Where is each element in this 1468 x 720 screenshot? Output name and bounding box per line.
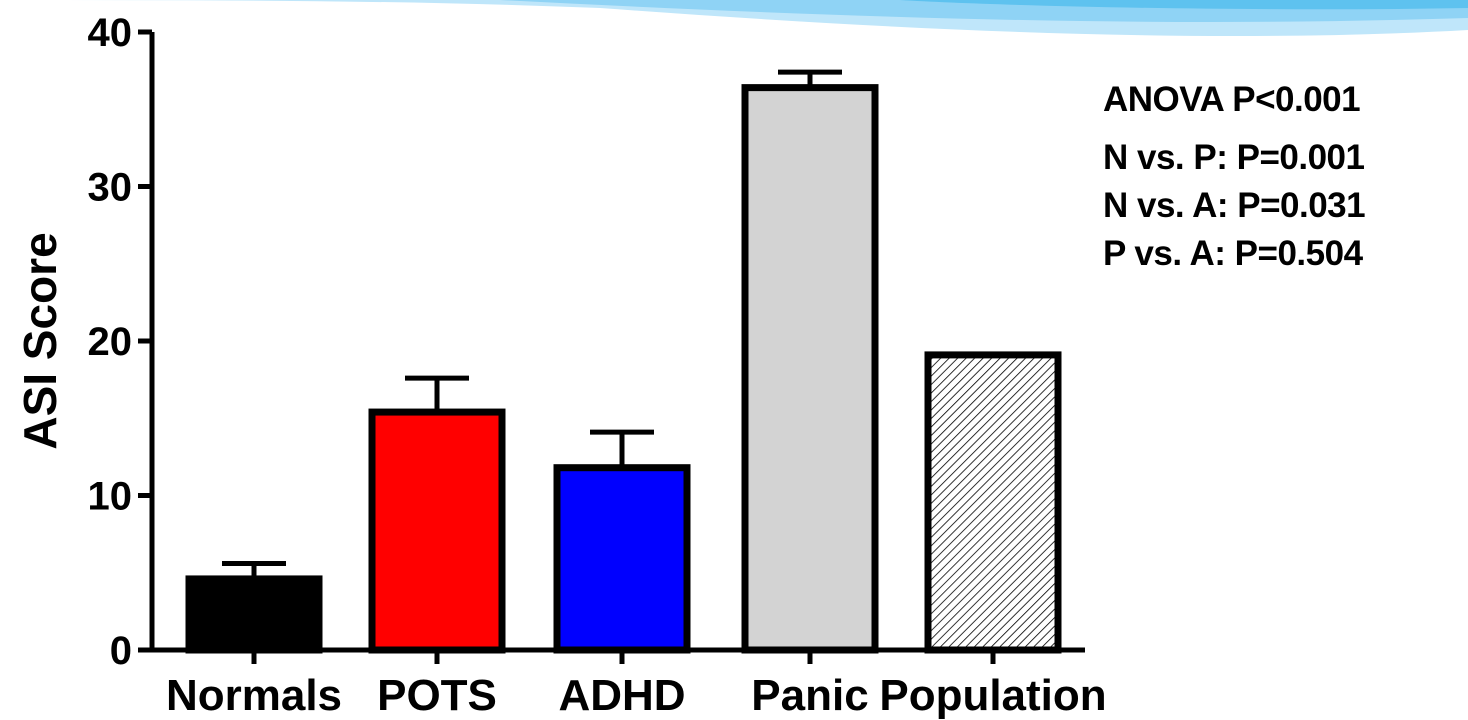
y-axis-label: ASI Score <box>14 232 66 449</box>
y-tick-label: 40 <box>88 11 133 55</box>
annotation-n-vs-a: N vs. A: P=0.031 <box>1103 186 1366 225</box>
x-tick-label: Normals <box>166 671 342 720</box>
bar-panic <box>741 84 879 654</box>
annotation-anova: ANOVA P<0.001 <box>1103 80 1361 119</box>
annotation-n-vs-p: N vs. P: P=0.001 <box>1103 138 1365 177</box>
x-tick-label: ADHD <box>558 671 685 720</box>
x-tick-label: Population <box>879 671 1106 720</box>
x-tick-label: POTS <box>377 671 497 720</box>
header-wave-dark <box>700 0 1468 10</box>
labels: 0 10 20 30 40 ASI Score Normals POTS ADHD Panic Po… <box>14 11 1107 720</box>
y-tick-label: 10 <box>88 475 133 519</box>
y-tick-label: 30 <box>88 166 133 210</box>
bar-adhd <box>553 464 691 654</box>
bar-normals <box>185 575 323 654</box>
annotation-p-vs-a: P vs. A: P=0.504 <box>1103 234 1363 273</box>
y-tick-label: 0 <box>110 629 132 673</box>
y-tick-label: 20 <box>88 320 133 364</box>
bars <box>185 69 1062 654</box>
bar-pots <box>368 408 506 654</box>
header-decoration <box>0 0 1468 37</box>
x-tick-label: Panic <box>751 671 868 720</box>
bar-population <box>924 351 1062 654</box>
